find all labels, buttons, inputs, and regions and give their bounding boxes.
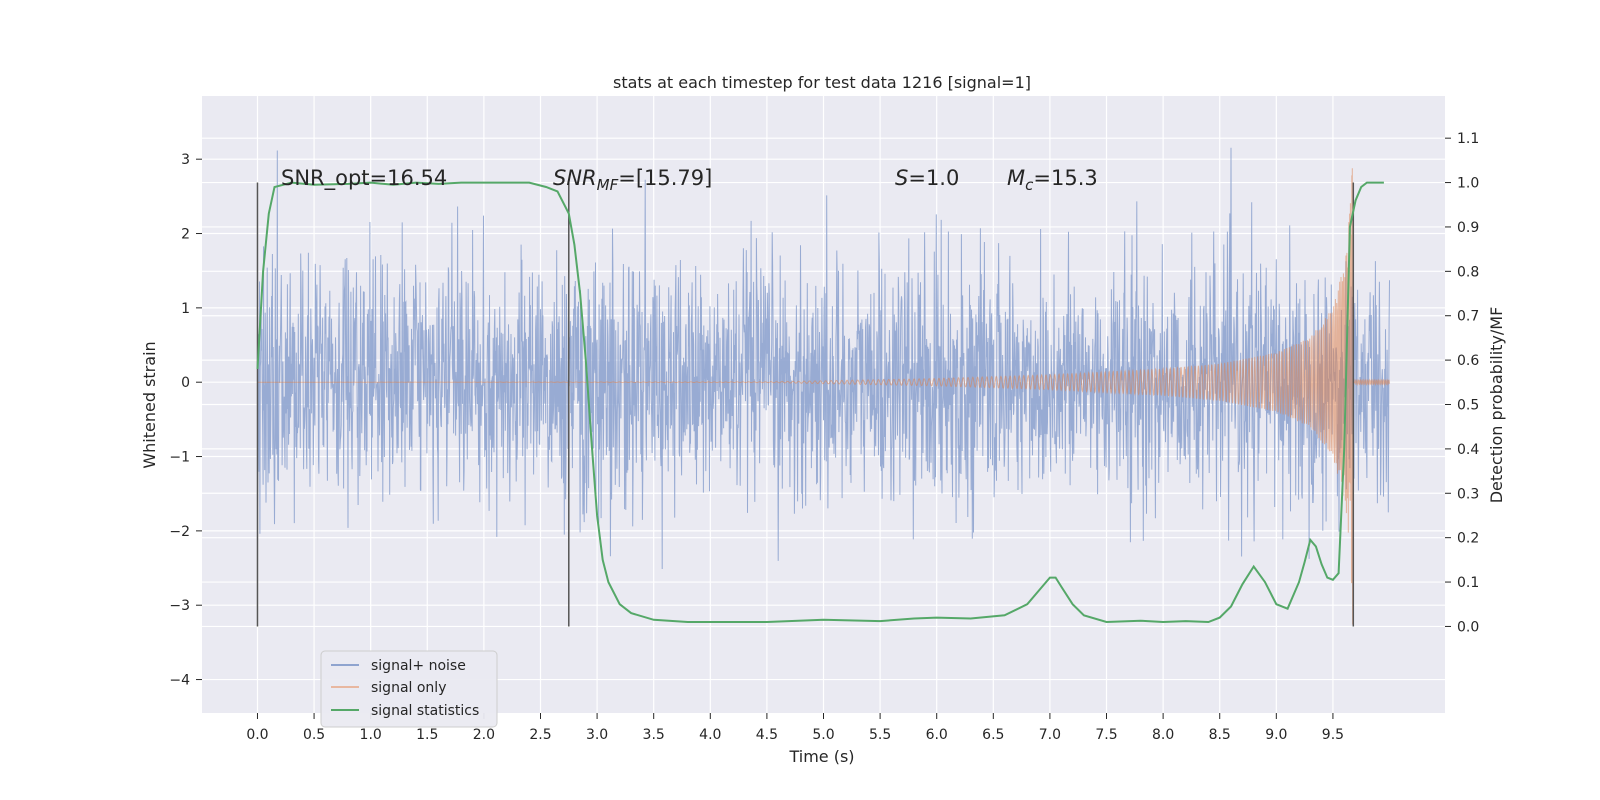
y2-tick-label: 0.0: [1457, 619, 1479, 635]
y2-tick-label: 0.7: [1457, 309, 1479, 325]
x-tick-label: 7.5: [1095, 727, 1117, 743]
x-tick-label: 6.0: [926, 727, 948, 743]
x-tick-label: 4.0: [699, 727, 721, 743]
y2-tick-label: 0.1: [1457, 575, 1479, 591]
x-tick-label: 5.5: [869, 727, 891, 743]
y-tick-label: −2: [169, 524, 190, 540]
x-tick-label: 4.5: [756, 727, 778, 743]
y2-tick-label: 0.8: [1457, 264, 1479, 280]
y2-axis-ticks: 1.1 1.0 0.9 0.8 0.7 0.6 0.5 0.4 0.3 0.2 0.1 0.0: [1445, 131, 1479, 635]
y2-tick-label: 0.9: [1457, 220, 1479, 236]
y2-tick-label: 0.3: [1457, 486, 1479, 502]
annotation-s: S=1.0: [895, 166, 959, 190]
x-tick-label: 9.5: [1322, 727, 1344, 743]
legend: signal+ noise signal only signal statist…: [320, 650, 498, 728]
y-tick-label: −3: [169, 598, 190, 614]
y-axis-label: Whitened strain: [140, 341, 159, 468]
y2-tick-label: 0.6: [1457, 353, 1479, 369]
x-tick-label: 1.0: [360, 727, 382, 743]
x-tick-label: 2.0: [473, 727, 495, 743]
plot-area: [256, 147, 1390, 627]
series-line-signal-only: [257, 168, 1390, 625]
x-tick-label: 7.0: [1039, 727, 1061, 743]
y2-tick-label: 1.1: [1457, 131, 1479, 147]
x-tick-label: 0.0: [246, 727, 268, 743]
y2-tick-label: 0.2: [1457, 531, 1479, 547]
x-tick-label: 8.0: [1152, 727, 1174, 743]
y-tick-label: −1: [169, 450, 190, 466]
annotation-mc: Mc=15.3: [1007, 166, 1098, 194]
legend-label-signal-statistics: signal statistics: [371, 703, 479, 719]
legend-label-signal-only: signal only: [371, 680, 446, 696]
x-tick-label: 5.0: [812, 727, 834, 743]
y2-tick-label: 0.5: [1457, 398, 1479, 414]
x-tick-label: 1.5: [416, 727, 438, 743]
x-tick-label: 6.5: [982, 727, 1004, 743]
x-tick-label: 2.5: [529, 727, 551, 743]
x-axis-ticks: 0.0 0.5 1.0 1.5 2.0 2.5 3.0 3.5 4.0 4.5 5.0 5.5 6.0 6…: [246, 713, 1344, 743]
series-line-signal-statistics: [256, 181, 1384, 624]
y-tick-label: 1: [181, 301, 190, 317]
x-tick-label: 3.0: [586, 727, 608, 743]
y-tick-label: 2: [181, 227, 190, 243]
y2-tick-label: 1.0: [1457, 176, 1479, 192]
y-tick-label: 3: [181, 152, 190, 168]
x-tick-label: 8.5: [1209, 727, 1231, 743]
y2-tick-label: 0.4: [1457, 442, 1479, 458]
annotation-snr-opt: SNR_opt=16.54: [281, 166, 447, 191]
legend-label-signal-noise: signal+ noise: [371, 658, 466, 674]
y-tick-label: 0: [181, 375, 190, 391]
annotation-snr-mf: SNRMF=[15.79]: [553, 166, 712, 194]
vertical-markers: [256, 182, 1355, 627]
x-axis-label: Time (s): [788, 747, 854, 766]
chart-title: stats at each timestep for test data 121…: [613, 73, 1031, 92]
x-tick-label: 0.5: [303, 727, 325, 743]
legend-box: [320, 650, 498, 728]
y-axis-ticks: 3 2 1 0 −1 −2 −3 −4: [169, 152, 202, 689]
y-tick-label: −4: [169, 673, 190, 689]
x-tick-label: 3.5: [643, 727, 665, 743]
x-tick-label: 9.0: [1265, 727, 1287, 743]
y2-axis-label: Detection probability/MF: [1487, 307, 1506, 504]
series-line-signal-noise: [257, 147, 1390, 570]
